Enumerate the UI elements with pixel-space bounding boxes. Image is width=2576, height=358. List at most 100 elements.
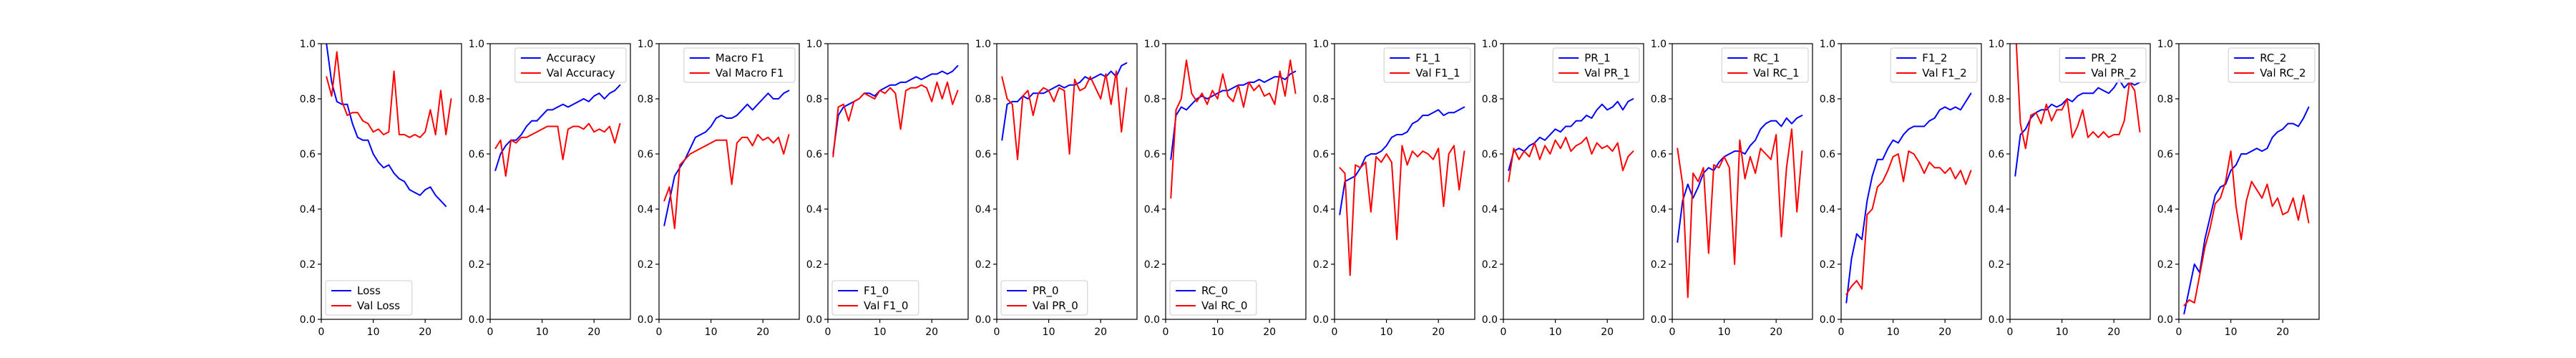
x-tick-label: 0: [656, 326, 663, 338]
data-point: [715, 139, 717, 141]
data-point: [2097, 137, 2099, 138]
data-point: [915, 76, 917, 78]
data-point: [1227, 90, 1229, 92]
y-tick-label: 0.6: [1651, 149, 1667, 160]
series-points-train: [2183, 106, 2310, 315]
chart-panel-9: 0.0 0.2 0.4 0.6 0.8 1.0 0 10 20 RC_1 Val RC_1: [1651, 39, 1813, 338]
data-point: [1591, 117, 1593, 119]
data-point: [2102, 131, 2104, 133]
series-line-train: [1845, 92, 1972, 304]
data-point: [1001, 76, 1003, 78]
data-point: [504, 175, 507, 177]
x-tick-label: 20: [1601, 326, 1614, 338]
y-tick-label: 1.0: [469, 39, 484, 50]
data-point: [673, 175, 675, 177]
data-point: [1274, 76, 1276, 78]
y-tick-label: 1.0: [1313, 39, 1329, 50]
y-tick-label: 0.0: [1313, 314, 1329, 326]
data-point: [1949, 109, 1951, 111]
legend: RC_2 Val RC_2: [2228, 47, 2316, 83]
data-point: [2271, 137, 2273, 138]
data-point: [552, 109, 554, 111]
data-point: [1170, 197, 1172, 199]
data-point: [1707, 252, 1709, 254]
y-tick-label: 1.0: [1482, 39, 1498, 50]
data-point: [1022, 95, 1024, 97]
data-point: [1739, 139, 1741, 141]
x-tick-label: 10: [2056, 326, 2069, 338]
data-point: [1518, 147, 1520, 150]
data-point: [494, 147, 497, 150]
data-point: [603, 131, 605, 133]
data-point: [1427, 153, 1429, 155]
data-point: [1734, 263, 1736, 265]
data-point: [1866, 213, 1868, 216]
legend: Macro F1 Val Macro F1: [683, 47, 796, 83]
x-tick-label: 20: [1770, 326, 1782, 338]
series-points-val: [2183, 150, 2310, 306]
data-point: [2245, 200, 2248, 202]
data-point: [404, 180, 406, 183]
data-point: [2118, 134, 2120, 135]
data-point: [952, 103, 954, 105]
data-point: [2282, 128, 2284, 130]
data-point: [2056, 106, 2058, 108]
x-tick-label: 0: [994, 326, 1000, 338]
data-point: [736, 142, 738, 144]
x-tick-label: 10: [2225, 326, 2238, 338]
data-point: [1508, 170, 1510, 172]
data-point: [1453, 112, 1455, 114]
data-point: [614, 90, 616, 92]
data-point: [757, 134, 758, 135]
data-point: [2014, 21, 2016, 22]
y-tick-label: 0.8: [1820, 94, 1835, 105]
legend-label: Val PR_2: [2091, 67, 2137, 80]
data-point: [920, 84, 922, 86]
data-point: [848, 103, 849, 105]
data-point: [1458, 109, 1460, 111]
data-point: [1707, 167, 1709, 169]
x-tick-label: 0: [318, 326, 325, 338]
x-tick-label: 20: [419, 326, 431, 338]
data-point: [1289, 59, 1292, 61]
data-point: [1095, 87, 1096, 89]
data-point: [1538, 137, 1541, 138]
data-point: [1855, 233, 1858, 235]
y-tick-label: 0.4: [1651, 204, 1667, 216]
data-point: [910, 79, 912, 80]
data-point: [2024, 147, 2026, 150]
data-point: [1006, 103, 1008, 105]
series-points-val: [1339, 145, 1465, 276]
data-point: [1861, 238, 1863, 241]
data-point: [863, 92, 865, 95]
y-tick-label: 1.0: [1144, 39, 1160, 50]
x-tick-label: 20: [2276, 326, 2289, 338]
data-point: [1043, 92, 1045, 95]
data-point: [767, 92, 769, 95]
data-point: [614, 142, 616, 144]
data-point: [1043, 87, 1045, 89]
y-tick-label: 0.6: [2157, 149, 2173, 160]
data-point: [2209, 228, 2211, 229]
data-point: [383, 134, 385, 135]
data-point: [1845, 302, 1848, 304]
data-point: [1923, 173, 1926, 174]
data-point: [1027, 90, 1029, 92]
y-tick-label: 0.4: [469, 204, 484, 216]
data-point: [1365, 155, 1367, 158]
data-point: [783, 92, 785, 95]
y-tick-label: 0.0: [469, 314, 484, 326]
data-point: [2108, 92, 2109, 95]
data-point: [936, 73, 938, 75]
data-point: [1221, 73, 1224, 75]
data-point: [889, 84, 892, 86]
data-point: [2072, 100, 2074, 102]
data-point: [1770, 120, 1772, 122]
y-tick-label: 0.8: [300, 94, 316, 105]
y-tick-label: 0.6: [300, 149, 316, 160]
y-tick-label: 0.0: [1144, 314, 1160, 326]
x-tick-label: 0: [825, 326, 831, 338]
y-tick-label: 1.0: [806, 39, 822, 50]
data-point: [663, 200, 665, 202]
